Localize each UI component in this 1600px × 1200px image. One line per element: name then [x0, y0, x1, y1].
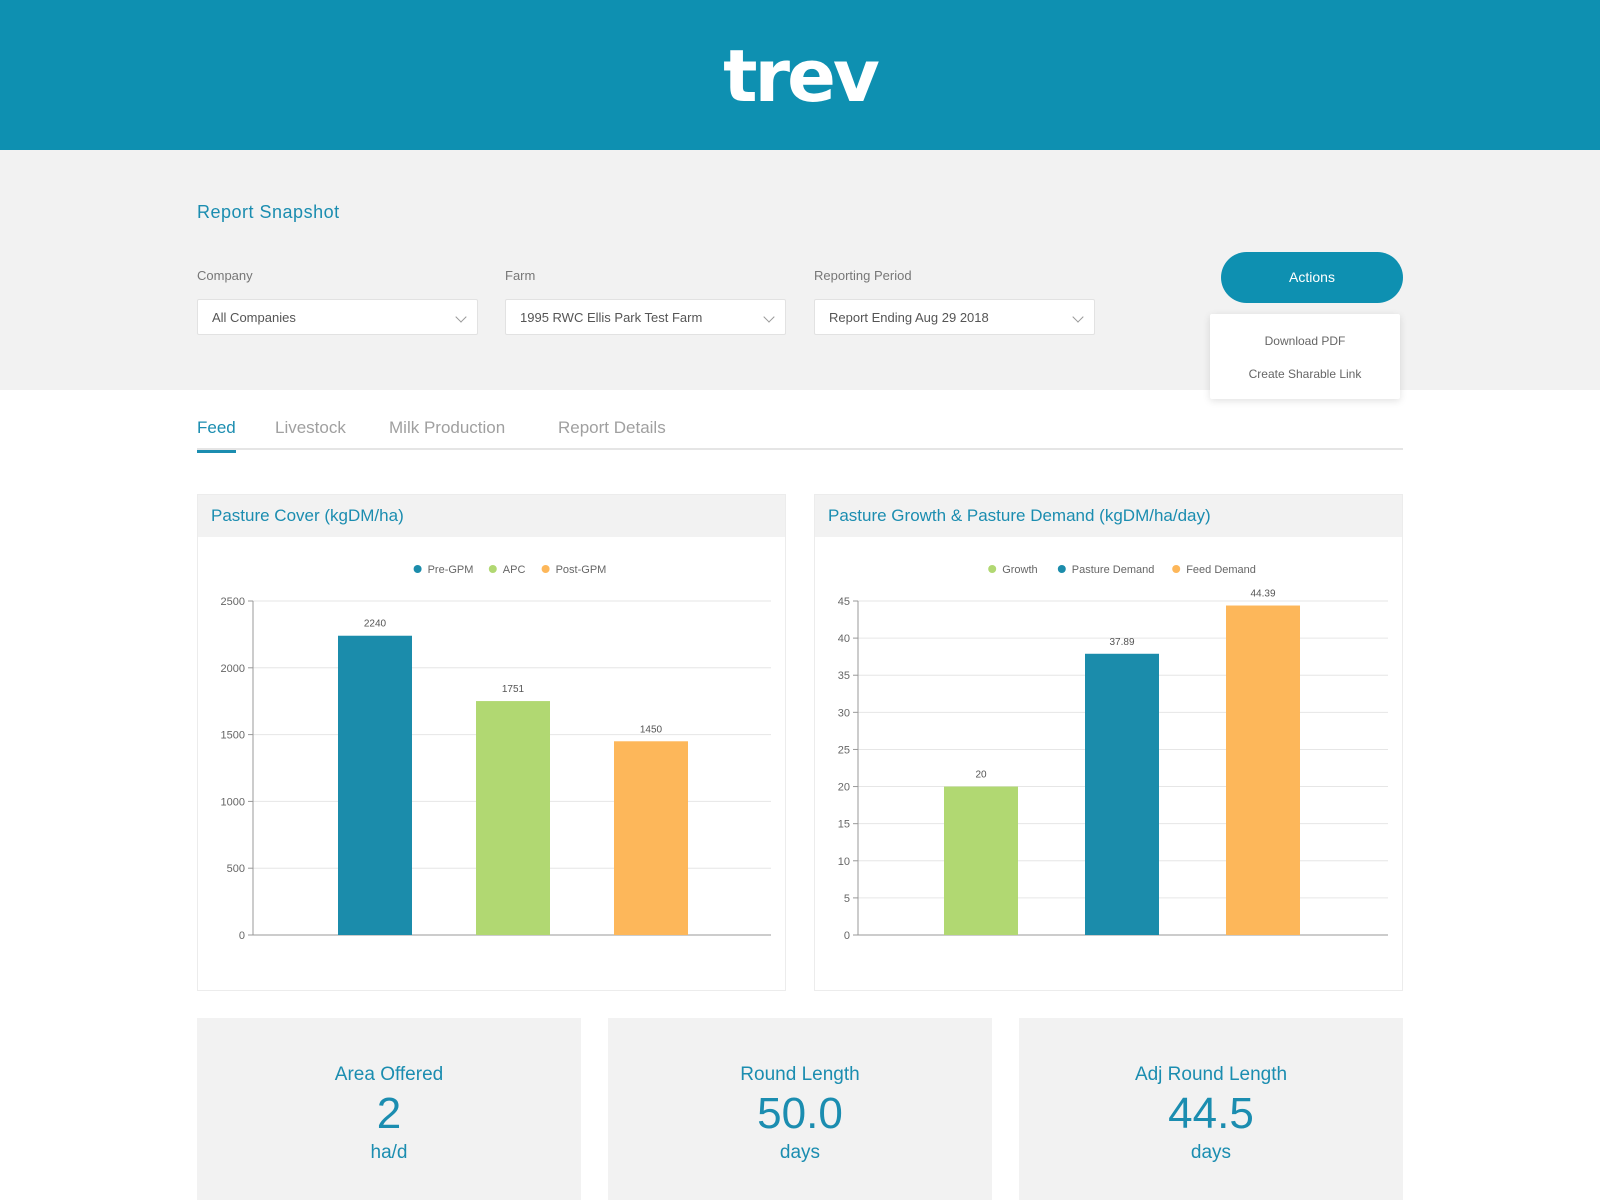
bar — [1226, 605, 1300, 935]
pasture-cover-chart: Pre-GPM APC Post-GPM 0 500 1000 1500 2000 2500 22… — [221, 564, 771, 942]
y-tick-label: 30 — [838, 707, 850, 719]
y-tick-label: 25 — [838, 744, 850, 756]
bar — [1085, 653, 1159, 935]
y-tick-label: 2000 — [221, 663, 245, 675]
trev-logo[interactable]: trev — [723, 34, 880, 118]
legend-label: Pre-GPM — [428, 564, 474, 576]
y-tick-label: 2500 — [221, 596, 245, 608]
bar — [476, 701, 550, 935]
card-header: Pasture Cover (kgDM/ha) — [198, 495, 785, 537]
stat-unit: ha/d — [370, 1142, 408, 1163]
actions-menu: Download PDF Create Sharable Link — [1210, 314, 1400, 399]
bar — [338, 635, 412, 935]
farm-select[interactable]: 1995 RWC Ellis Park Test Farm — [505, 299, 786, 335]
pasture-growth-chart: Growth Pasture Demand Feed Demand 0 5 10 15 20 2… — [838, 564, 1388, 942]
legend-marker — [488, 565, 497, 573]
data-label: 20 — [975, 770, 987, 781]
y-tick-label: 1500 — [221, 730, 245, 742]
legend-label: Growth — [1002, 564, 1037, 576]
tab-feed[interactable]: Feed — [197, 418, 236, 453]
y-tick-label: 5 — [844, 893, 850, 905]
chevron-down-icon — [763, 311, 775, 323]
y-tick-label: 1000 — [221, 796, 245, 808]
y-tick-label: 35 — [838, 670, 850, 682]
y-tick-label: 10 — [838, 856, 850, 868]
tab-bar: Feed Livestock Milk Production Report De… — [197, 412, 1403, 453]
page-title: Report Snapshot — [197, 202, 340, 222]
y-tick-label: 0 — [239, 930, 245, 942]
tab-livestock[interactable]: Livestock — [275, 418, 346, 437]
legend-marker — [1172, 565, 1181, 573]
stat-value: 50.0 — [757, 1089, 843, 1138]
chart-title: Pasture Cover (kgDM/ha) — [211, 506, 404, 525]
card-header: Pasture Growth & Pasture Demand (kgDM/ha… — [815, 495, 1402, 537]
menu-item-download-pdf[interactable]: Download PDF — [1264, 334, 1346, 348]
tab-report-details[interactable]: Report Details — [558, 418, 666, 437]
chevron-down-icon — [1072, 311, 1084, 323]
y-tick-label: 20 — [838, 782, 850, 794]
company-label: Company — [197, 268, 253, 283]
farm-label: Farm — [505, 268, 536, 283]
legend-marker — [1057, 565, 1066, 573]
y-tick-label: 45 — [838, 596, 850, 608]
stat-label: Adj Round Length — [1134, 1064, 1288, 1085]
company-select-value: All Companies — [212, 310, 296, 325]
stat-label: Round Length — [740, 1064, 860, 1085]
stat-round-length: Round Length 50.0 days — [608, 1018, 992, 1200]
stat-adj-round-length: Adj Round Length 44.5 days — [1019, 1018, 1403, 1200]
data-label: 1751 — [502, 684, 525, 695]
chevron-down-icon — [455, 311, 467, 323]
data-label: 44.39 — [1250, 589, 1275, 600]
data-label: 1450 — [640, 724, 663, 735]
tab-milk-production[interactable]: Milk Production — [389, 418, 506, 437]
legend-label: APC — [503, 564, 526, 576]
stat-value: 2 — [376, 1089, 402, 1138]
legend-label: Feed Demand — [1186, 564, 1256, 576]
pasture-growth-card: Pasture Growth & Pasture Demand (kgDM/ha… — [814, 494, 1403, 991]
legend-marker — [541, 565, 550, 573]
period-select-value: Report Ending Aug 29 2018 — [829, 310, 989, 325]
app-header: trev — [0, 0, 1600, 150]
legend-marker — [988, 565, 997, 573]
chart-title: Pasture Growth & Pasture Demand (kgDM/ha… — [828, 506, 1211, 525]
y-tick-label: 500 — [227, 863, 245, 875]
y-tick-label: 0 — [844, 930, 850, 942]
stat-unit: days — [779, 1142, 821, 1163]
legend-label: Pasture Demand — [1072, 564, 1155, 576]
period-select[interactable]: Report Ending Aug 29 2018 — [814, 299, 1095, 335]
legend-marker — [413, 565, 422, 573]
stat-unit: days — [1190, 1142, 1232, 1163]
stat-label: Area Offered — [334, 1064, 444, 1085]
farm-select-value: 1995 RWC Ellis Park Test Farm — [520, 310, 703, 325]
y-tick-label: 40 — [838, 633, 850, 645]
bar — [944, 786, 1018, 935]
actions-button[interactable]: Actions — [1221, 252, 1403, 303]
menu-item-create-link[interactable]: Create Sharable Link — [1248, 367, 1362, 381]
bar — [614, 741, 688, 935]
data-label: 37.89 — [1109, 637, 1134, 648]
company-select[interactable]: All Companies — [197, 299, 478, 335]
stat-value: 44.5 — [1168, 1089, 1254, 1138]
stat-area-offered: Area Offered 2 ha/d — [197, 1018, 581, 1200]
data-label: 2240 — [364, 619, 387, 630]
y-tick-label: 15 — [838, 819, 850, 831]
period-label: Reporting Period — [814, 268, 912, 283]
legend-label: Post-GPM — [556, 564, 607, 576]
pasture-cover-card: Pasture Cover (kgDM/ha) Pre-GPM APC Post-G… — [197, 494, 786, 991]
